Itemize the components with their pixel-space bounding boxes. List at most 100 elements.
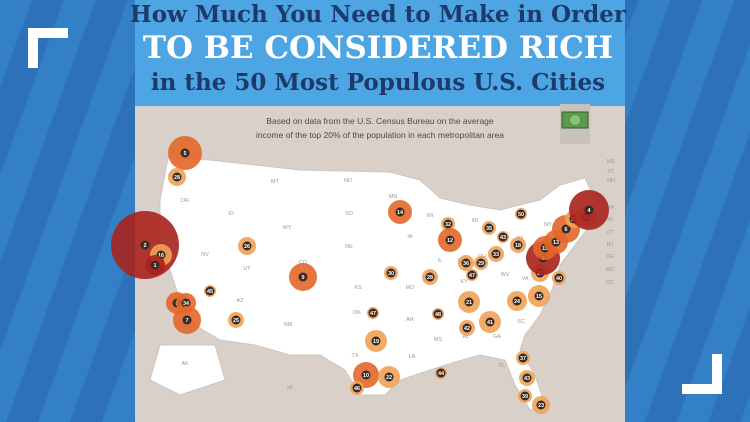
marker-dot [384, 372, 394, 382]
marker-label: 26 [244, 244, 250, 250]
state-label: MN [389, 194, 398, 200]
marker-dot [242, 241, 252, 251]
marker-label: 33 [493, 252, 499, 258]
state-label: DC [606, 280, 614, 286]
marker-label: 5 [183, 151, 186, 157]
marker-label: 50 [518, 212, 524, 218]
marker-label: 12 [447, 238, 453, 244]
state-label: UT [243, 266, 251, 272]
state-label: NE [345, 244, 353, 250]
marker-dot [561, 224, 571, 234]
title-line: TO BE CONSIDERED RICH [143, 30, 613, 66]
marker-dot [140, 240, 150, 250]
corner-bracket [682, 354, 722, 394]
marker-dot [368, 308, 378, 318]
marker-label: 46 [354, 386, 360, 392]
marker-dot [386, 268, 396, 278]
marker-dot [485, 317, 495, 327]
marker-label: 22 [386, 375, 392, 381]
state-label: KS [354, 285, 362, 291]
marker-dot [484, 223, 494, 233]
marker-label: 16 [158, 253, 164, 259]
marker-label: 36 [463, 261, 469, 267]
title-line: How Much You Need to Make in Order [130, 1, 627, 28]
marker-label: 45 [207, 289, 213, 295]
marker-dot [298, 272, 308, 282]
marker-label: 23 [538, 403, 544, 409]
marker-label: 28 [427, 275, 433, 281]
marker-dot [361, 370, 371, 380]
state-label: NM [284, 322, 293, 328]
marker-dot [433, 309, 443, 319]
marker-label: 24 [514, 299, 521, 305]
marker-dot [520, 391, 530, 401]
marker-dot [513, 240, 523, 250]
marker-label: 47 [370, 311, 376, 317]
state-label: SD [345, 211, 353, 217]
state-label: IA [407, 234, 413, 240]
state-label: NY [544, 222, 552, 228]
marker-dot [181, 298, 191, 308]
marker-label: 28 [174, 175, 180, 181]
city-markers: 5282161834745262591430471910224644284832… [111, 136, 609, 414]
state-label: IL [438, 258, 443, 264]
marker-label: 40 [556, 276, 562, 282]
marker-label: 19 [373, 339, 379, 345]
marker-dot [462, 323, 472, 333]
marker-dot [512, 296, 522, 306]
marker-label: 37 [520, 356, 526, 362]
state-label: RI [607, 217, 613, 223]
marker-dot [180, 148, 190, 158]
state-label: WY [283, 225, 292, 231]
state-label: LA [409, 354, 416, 360]
state-label: AZ [236, 298, 244, 304]
marker-label: 43 [524, 376, 530, 382]
marker-dot [536, 400, 546, 410]
marker-dot [584, 205, 594, 215]
state-label: VT [607, 169, 615, 175]
state-label: ND [344, 178, 352, 184]
corner-bracket [28, 28, 68, 68]
state-label: FL [499, 363, 505, 369]
state-label: AK [181, 361, 189, 367]
marker-dot [395, 207, 405, 217]
state-label: CO [299, 260, 308, 266]
marker-label: 14 [397, 210, 404, 216]
state-label: MD [606, 267, 615, 273]
marker-label: 9 [301, 275, 304, 281]
state-label: SC [517, 319, 525, 325]
marker-dot [461, 258, 471, 268]
note-line: Based on data from the U.S. Census Burea… [266, 116, 494, 126]
marker-dot [534, 291, 544, 301]
marker-dot [425, 272, 435, 282]
state-label: VA [522, 276, 529, 282]
marker-dot [491, 249, 501, 259]
header-panel [135, 0, 625, 106]
marker-dot [443, 219, 453, 229]
marker-label: 18 [515, 243, 521, 249]
marker-dot [182, 315, 192, 325]
state-label: ME [607, 159, 616, 165]
state-label: MS [434, 337, 443, 343]
marker-dot [476, 258, 486, 268]
state-label: WI [427, 213, 434, 219]
marker-label: 29 [478, 261, 484, 267]
marker-label: 7 [185, 318, 188, 324]
marker-label: 13 [553, 240, 559, 246]
marker-dot [205, 286, 215, 296]
state-label: NJ [607, 242, 614, 248]
marker-label: 1 [153, 263, 156, 269]
marker-label: 2 [143, 243, 146, 249]
state-label: AR [406, 317, 414, 323]
alaska [149, 344, 226, 396]
marker-label: 44 [438, 371, 445, 377]
state-label: MT [271, 179, 280, 185]
marker-label: 30 [388, 271, 394, 277]
state-label: OR [181, 198, 189, 204]
marker-dot [445, 235, 455, 245]
marker-dot [464, 297, 474, 307]
marker-dot [467, 270, 477, 280]
marker-label: 32 [445, 222, 451, 228]
state-label: NH [607, 178, 615, 184]
state-label: TX [351, 353, 358, 359]
